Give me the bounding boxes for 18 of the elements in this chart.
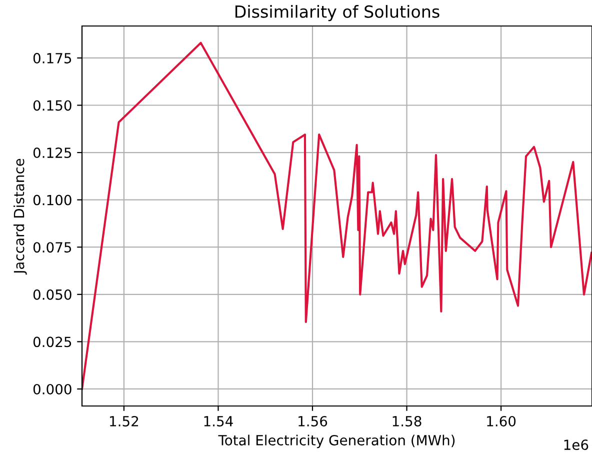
text: 1e6 xyxy=(564,440,588,450)
y-tick-label: 0.050 xyxy=(33,289,72,300)
y-tick-label: 0.175 xyxy=(33,52,72,64)
y-axis-title: Jaccard Distance xyxy=(14,158,27,275)
x-tick-label: 1.56 xyxy=(298,416,328,426)
y-tick-label: 0.000 xyxy=(33,384,72,394)
y-tick-label: 0.150 xyxy=(33,100,72,111)
y-tick-label: 0.100 xyxy=(33,194,72,206)
x-tick-label: 1.60 xyxy=(487,416,516,426)
x-axis-title: Total Electricity Generation (MWh) xyxy=(218,434,455,448)
y-tick-label: 0.125 xyxy=(33,148,72,158)
chart-title: Dissimilarity of Solutions xyxy=(235,5,440,22)
line-series xyxy=(82,42,592,390)
x-tick-label: 1.52 xyxy=(110,416,138,426)
y-tick-label: 0.025 xyxy=(33,336,72,348)
x-tick-label: 1.54 xyxy=(204,416,233,426)
x-tick-label: 1.58 xyxy=(392,416,422,426)
y-tick-label: 0.075 xyxy=(33,242,72,253)
